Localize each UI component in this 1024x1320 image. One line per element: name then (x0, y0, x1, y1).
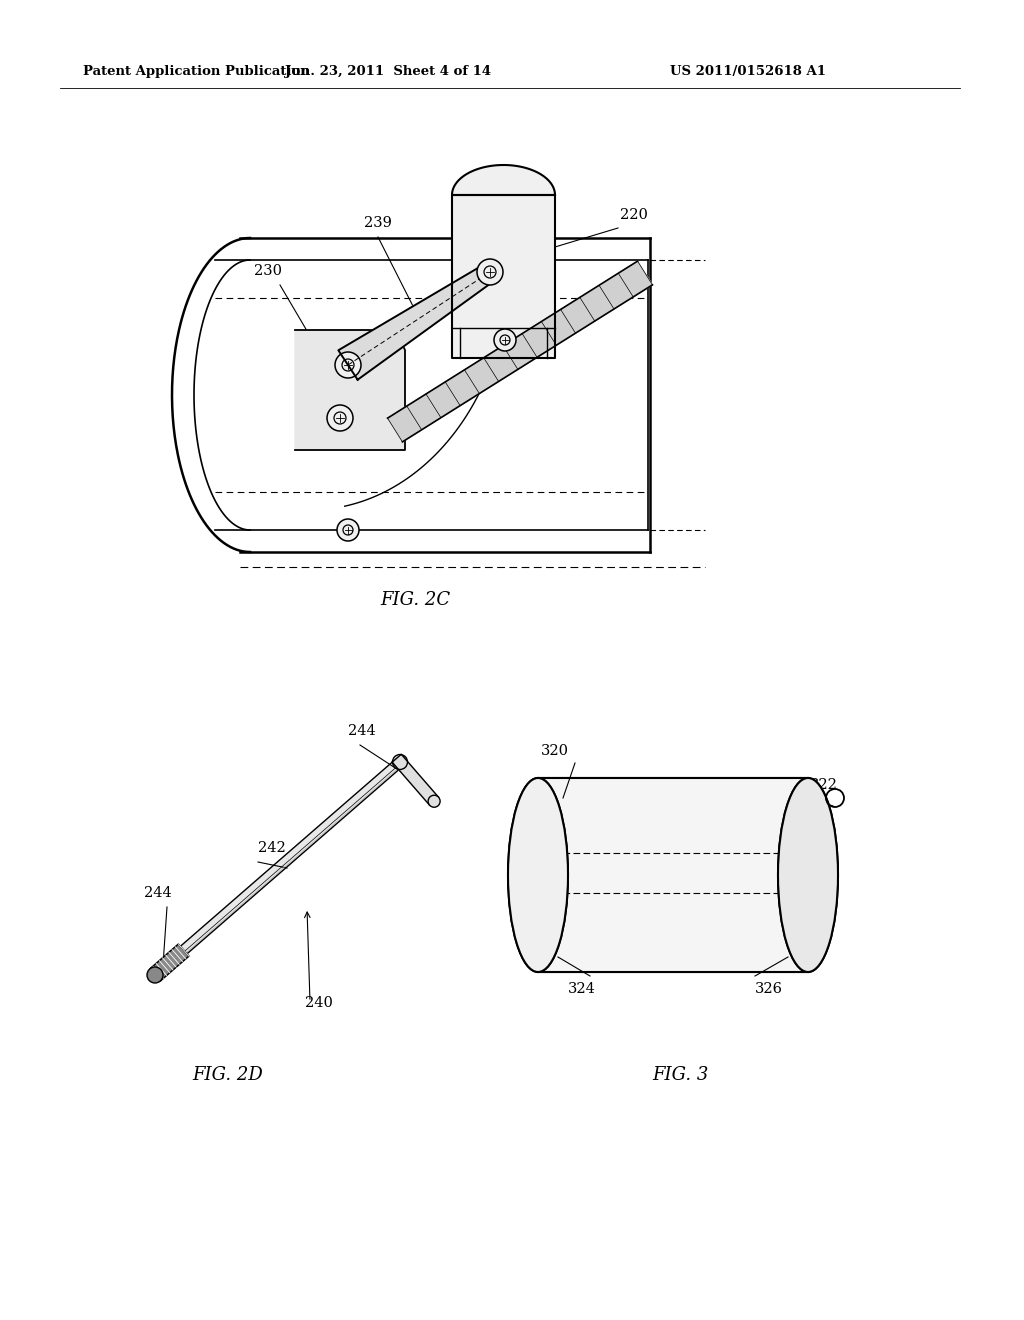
Text: US 2011/0152618 A1: US 2011/0152618 A1 (670, 66, 826, 78)
Text: FIG. 2C: FIG. 2C (380, 591, 451, 609)
Polygon shape (338, 264, 496, 380)
Text: 324: 324 (568, 982, 596, 997)
Polygon shape (387, 261, 652, 442)
Polygon shape (150, 944, 188, 981)
Ellipse shape (508, 777, 568, 972)
Ellipse shape (392, 755, 408, 770)
Circle shape (494, 329, 516, 351)
Ellipse shape (508, 777, 568, 972)
Text: Jun. 23, 2011  Sheet 4 of 14: Jun. 23, 2011 Sheet 4 of 14 (285, 66, 492, 78)
Text: 230: 230 (254, 264, 282, 279)
Polygon shape (152, 758, 403, 978)
Ellipse shape (428, 795, 440, 808)
Circle shape (335, 352, 361, 378)
Text: 326: 326 (755, 982, 783, 997)
Circle shape (477, 259, 503, 285)
Text: FIG. 2D: FIG. 2D (193, 1067, 263, 1084)
Polygon shape (452, 165, 555, 358)
Text: 220: 220 (620, 209, 648, 222)
Polygon shape (295, 330, 406, 450)
Ellipse shape (778, 777, 838, 972)
Text: 240: 240 (305, 997, 333, 1010)
Polygon shape (392, 754, 438, 805)
Text: 244: 244 (144, 886, 172, 900)
Text: 239: 239 (365, 216, 392, 230)
Ellipse shape (778, 777, 838, 972)
Text: FIG. 3: FIG. 3 (652, 1067, 709, 1084)
Text: Patent Application Publication: Patent Application Publication (83, 66, 309, 78)
Text: 242: 242 (258, 841, 286, 855)
Circle shape (337, 519, 359, 541)
Ellipse shape (147, 968, 163, 983)
Text: 244: 244 (348, 723, 376, 738)
Text: 322: 322 (810, 777, 838, 792)
Circle shape (327, 405, 353, 432)
Text: 320: 320 (541, 744, 569, 758)
Polygon shape (538, 777, 808, 972)
